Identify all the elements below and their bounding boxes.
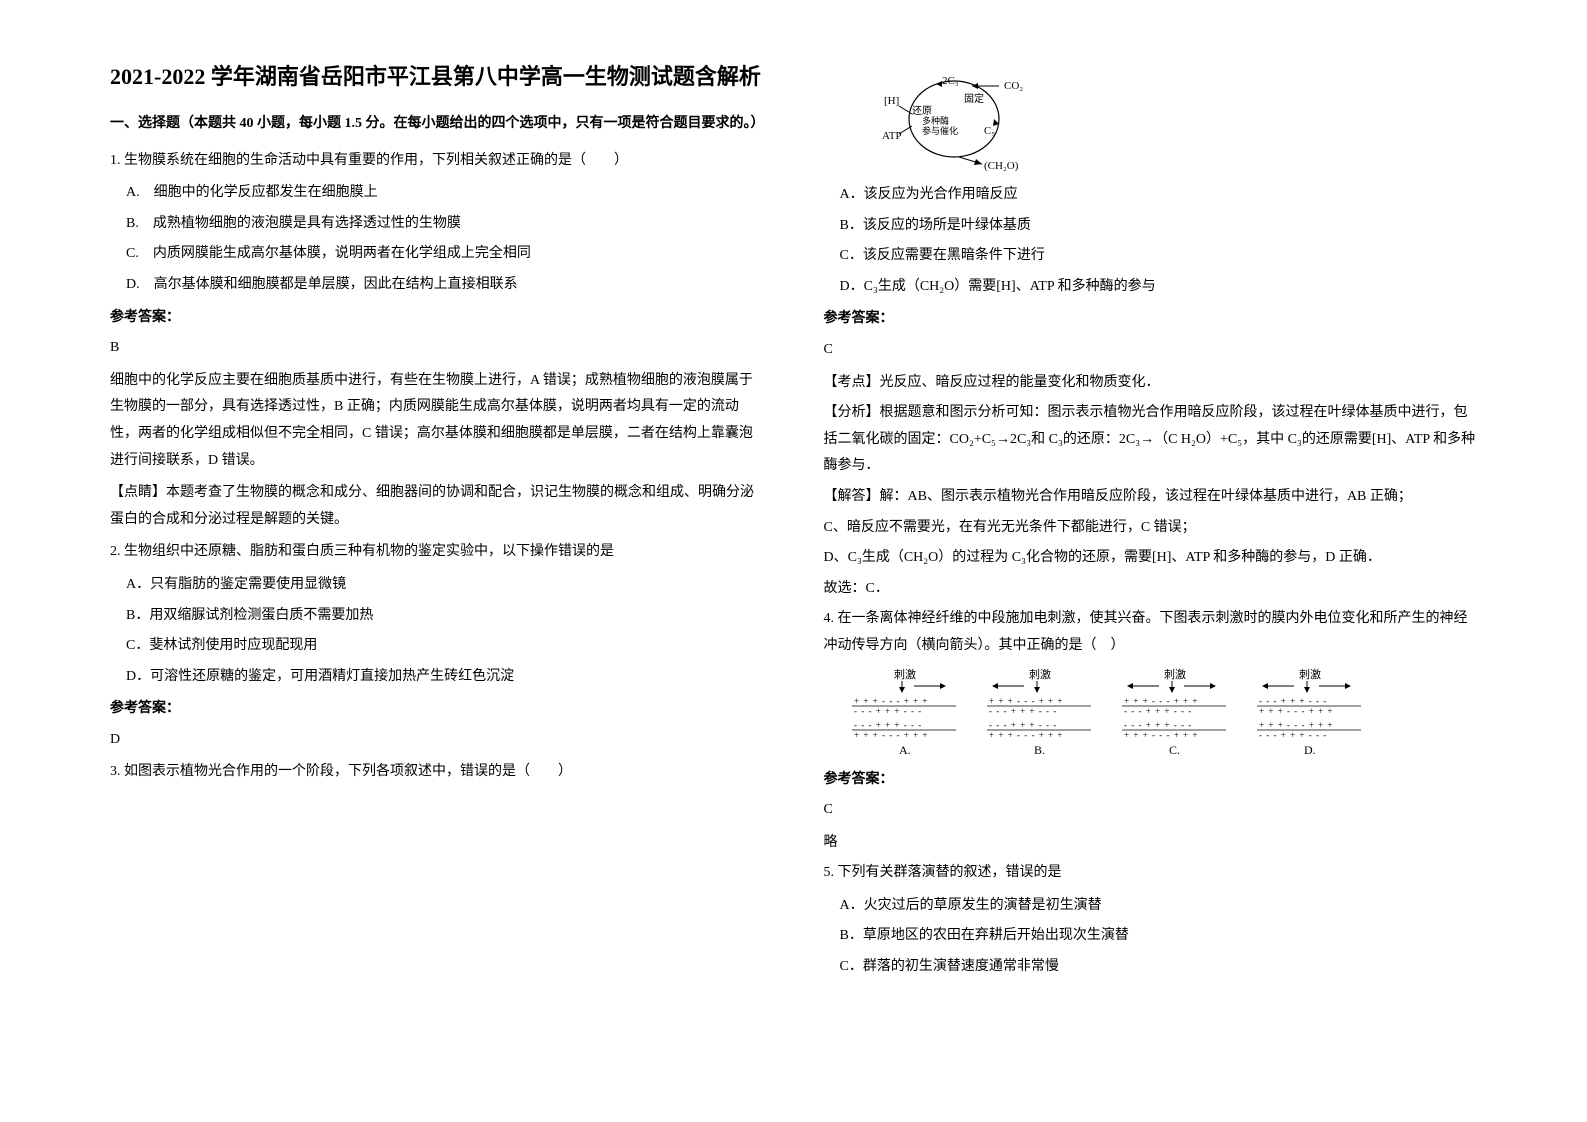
q3-option-a: A．该反应为光合作用暗反应	[840, 182, 1478, 209]
q4-label-c: C.	[1169, 743, 1180, 757]
q4-d-row3: + + + - - - + + +	[1259, 720, 1333, 730]
q4-a-row1: + + + - - - + + +	[854, 696, 928, 706]
q2-stem: 2. 生物组织中还原糖、脂肪和蛋白质三种有机物的鉴定实验中，以下操作错误的是	[110, 539, 764, 566]
left-column: 2021-2022 学年湖南省岳阳市平江县第八中学高一生物测试题含解析 一、选择…	[80, 60, 794, 1082]
q3-answer-label: 参考答案：	[824, 306, 1478, 333]
q4-answer: C	[824, 797, 1478, 824]
right-column: 2C₃ CO₂ 固定 [H] 还原 ATP 多种酶 参与催化 C₅ (CH₂O)…	[794, 60, 1508, 1082]
q4-b-row4: + + + - - - + + +	[989, 730, 1063, 740]
q4-stim-d: 刺激	[1299, 667, 1321, 681]
label-enzyme1: 多种酶	[922, 115, 949, 126]
q4-b-row2: - - - + + + - - -	[989, 706, 1057, 716]
q4-diagram: 刺激 + + + - - - + + + - - - + + + - - - -…	[844, 666, 1478, 761]
q1-option-c: C. 内质网膜能生成高尔基体膜，说明两者在化学组成上完全相同	[126, 241, 764, 268]
q2-option-c: C．斐林试剂使用时应现配现用	[126, 633, 764, 660]
q4-c-row2: - - - + + + - - -	[1124, 706, 1192, 716]
q4-d-row1: - - - + + + - - -	[1259, 696, 1327, 706]
q3-exp4: C、暗反应不需要光，在有光无光条件下都能进行，C 错误；	[824, 515, 1478, 542]
label-ch2o: (CH₂O)	[984, 160, 1019, 172]
q4-a-row3: - - - + + + - - -	[854, 720, 922, 730]
q3-answer: C	[824, 337, 1478, 364]
q2-option-a: A．只有脂肪的鉴定需要使用显微镜	[126, 572, 764, 599]
q3-option-b: B．该反应的场所是叶绿体基质	[840, 213, 1478, 240]
label-2c3: 2C₃	[942, 75, 959, 87]
label-fix: 固定	[964, 92, 984, 105]
q1-explanation-1: 细胞中的化学反应主要在细胞质基质中进行，有些在生物膜上进行，A 错误；成熟植物细…	[110, 368, 764, 474]
q4-stim-b: 刺激	[1029, 667, 1051, 681]
q5-option-a: A．火灾过后的草原发生的演替是初生演替	[840, 893, 1478, 920]
q3-stem: 3. 如图表示植物光合作用的一个阶段，下列各项叙述中，错误的是（ ）	[110, 759, 764, 786]
q4-c-row3: - - - + + + - - -	[1124, 720, 1192, 730]
q2-answer-label: 参考答案：	[110, 696, 764, 723]
q3-exp1: 【考点】光反应、暗反应过程的能量变化和物质变化．	[824, 370, 1478, 397]
q4-b-row1: + + + - - - + + +	[989, 696, 1063, 706]
q4-stim-c: 刺激	[1164, 667, 1186, 681]
q3-option-c: C．该反应需要在黑暗条件下进行	[840, 243, 1478, 270]
q4-c-row4: + + + - - - + + +	[1124, 730, 1198, 740]
q4-c-row1: + + + - - - + + +	[1124, 696, 1198, 706]
q4-label-d: D.	[1304, 743, 1316, 757]
q4-a-row2: - - - + + + - - -	[854, 706, 922, 716]
q1-stem: 1. 生物膜系统在细胞的生命活动中具有重要的作用，下列相关叙述正确的是（ ）	[110, 148, 764, 175]
q1-answer-label: 参考答案：	[110, 305, 764, 332]
q4-label-a: A.	[899, 743, 911, 757]
page-title: 2021-2022 学年湖南省岳阳市平江县第八中学高一生物测试题含解析	[110, 60, 764, 93]
label-c5: C₅	[984, 125, 995, 137]
q3-diagram: 2C₃ CO₂ 固定 [H] 还原 ATP 多种酶 参与催化 C₅ (CH₂O)	[864, 64, 1478, 174]
q4-stem: 4. 在一条离体神经纤维的中段施加电刺激，使其兴奋。下图表示刺激时的膜内外电位变…	[824, 606, 1478, 659]
q4-d-row2: + + + - - - + + +	[1259, 706, 1333, 716]
q3-exp3: 【解答】解：AB、图示表示植物光合作用暗反应阶段，该过程在叶绿体基质中进行，AB…	[824, 484, 1478, 511]
label-co2: CO₂	[1004, 80, 1023, 92]
q4-answer-label: 参考答案：	[824, 767, 1478, 794]
q5-stem: 5. 下列有关群落演替的叙述，错误的是	[824, 860, 1478, 887]
q1-option-d: D. 高尔基体膜和细胞膜都是单层膜，因此在结构上直接相联系	[126, 272, 764, 299]
q2-option-b: B．用双缩脲试剂检测蛋白质不需要加热	[126, 603, 764, 630]
label-h: [H]	[884, 95, 899, 107]
q4-label-b: B.	[1034, 743, 1045, 757]
q5-option-b: B．草原地区的农田在弃耕后开始出现次生演替	[840, 923, 1478, 950]
q1-option-a: A. 细胞中的化学反应都发生在细胞膜上	[126, 180, 764, 207]
q4-a-row4: + + + - - - + + +	[854, 730, 928, 740]
q2-answer: D	[110, 727, 764, 754]
q2-option-d: D．可溶性还原糖的鉴定，可用酒精灯直接加热产生砖红色沉淀	[126, 664, 764, 691]
q4-stim-a: 刺激	[894, 667, 916, 681]
label-enzyme2: 参与催化	[922, 125, 958, 136]
q1-option-b: B. 成熟植物细胞的液泡膜是具有选择透过性的生物膜	[126, 211, 764, 238]
q3-option-d: D．C₃生成（CH₂O）需要[H]、ATP 和多种酶的参与	[840, 274, 1478, 301]
q3-exp2: 【分析】根据题意和图示分析可知：图示表示植物光合作用暗反应阶段，该过程在叶绿体基…	[824, 400, 1478, 480]
q5-option-c: C．群落的初生演替速度通常非常慢	[840, 954, 1478, 981]
q3-exp6: 故选：C．	[824, 576, 1478, 603]
section-header: 一、选择题（本题共 40 小题，每小题 1.5 分。在每小题给出的四个选项中，只…	[110, 111, 764, 138]
q3-exp5: D、C₃生成（CH₂O）的过程为 C₃化合物的还原，需要[H]、ATP 和多种酶…	[824, 545, 1478, 572]
label-atp: ATP	[882, 130, 902, 142]
q4-d-row4: - - - + + + - - -	[1259, 730, 1327, 740]
q1-answer: B	[110, 335, 764, 362]
q4-b-row3: - - - + + + - - -	[989, 720, 1057, 730]
q4-exp: 略	[824, 830, 1478, 857]
q1-explanation-2: 【点睛】本题考查了生物膜的概念和成分、细胞器间的协调和配合，识记生物膜的概念和组…	[110, 480, 764, 533]
